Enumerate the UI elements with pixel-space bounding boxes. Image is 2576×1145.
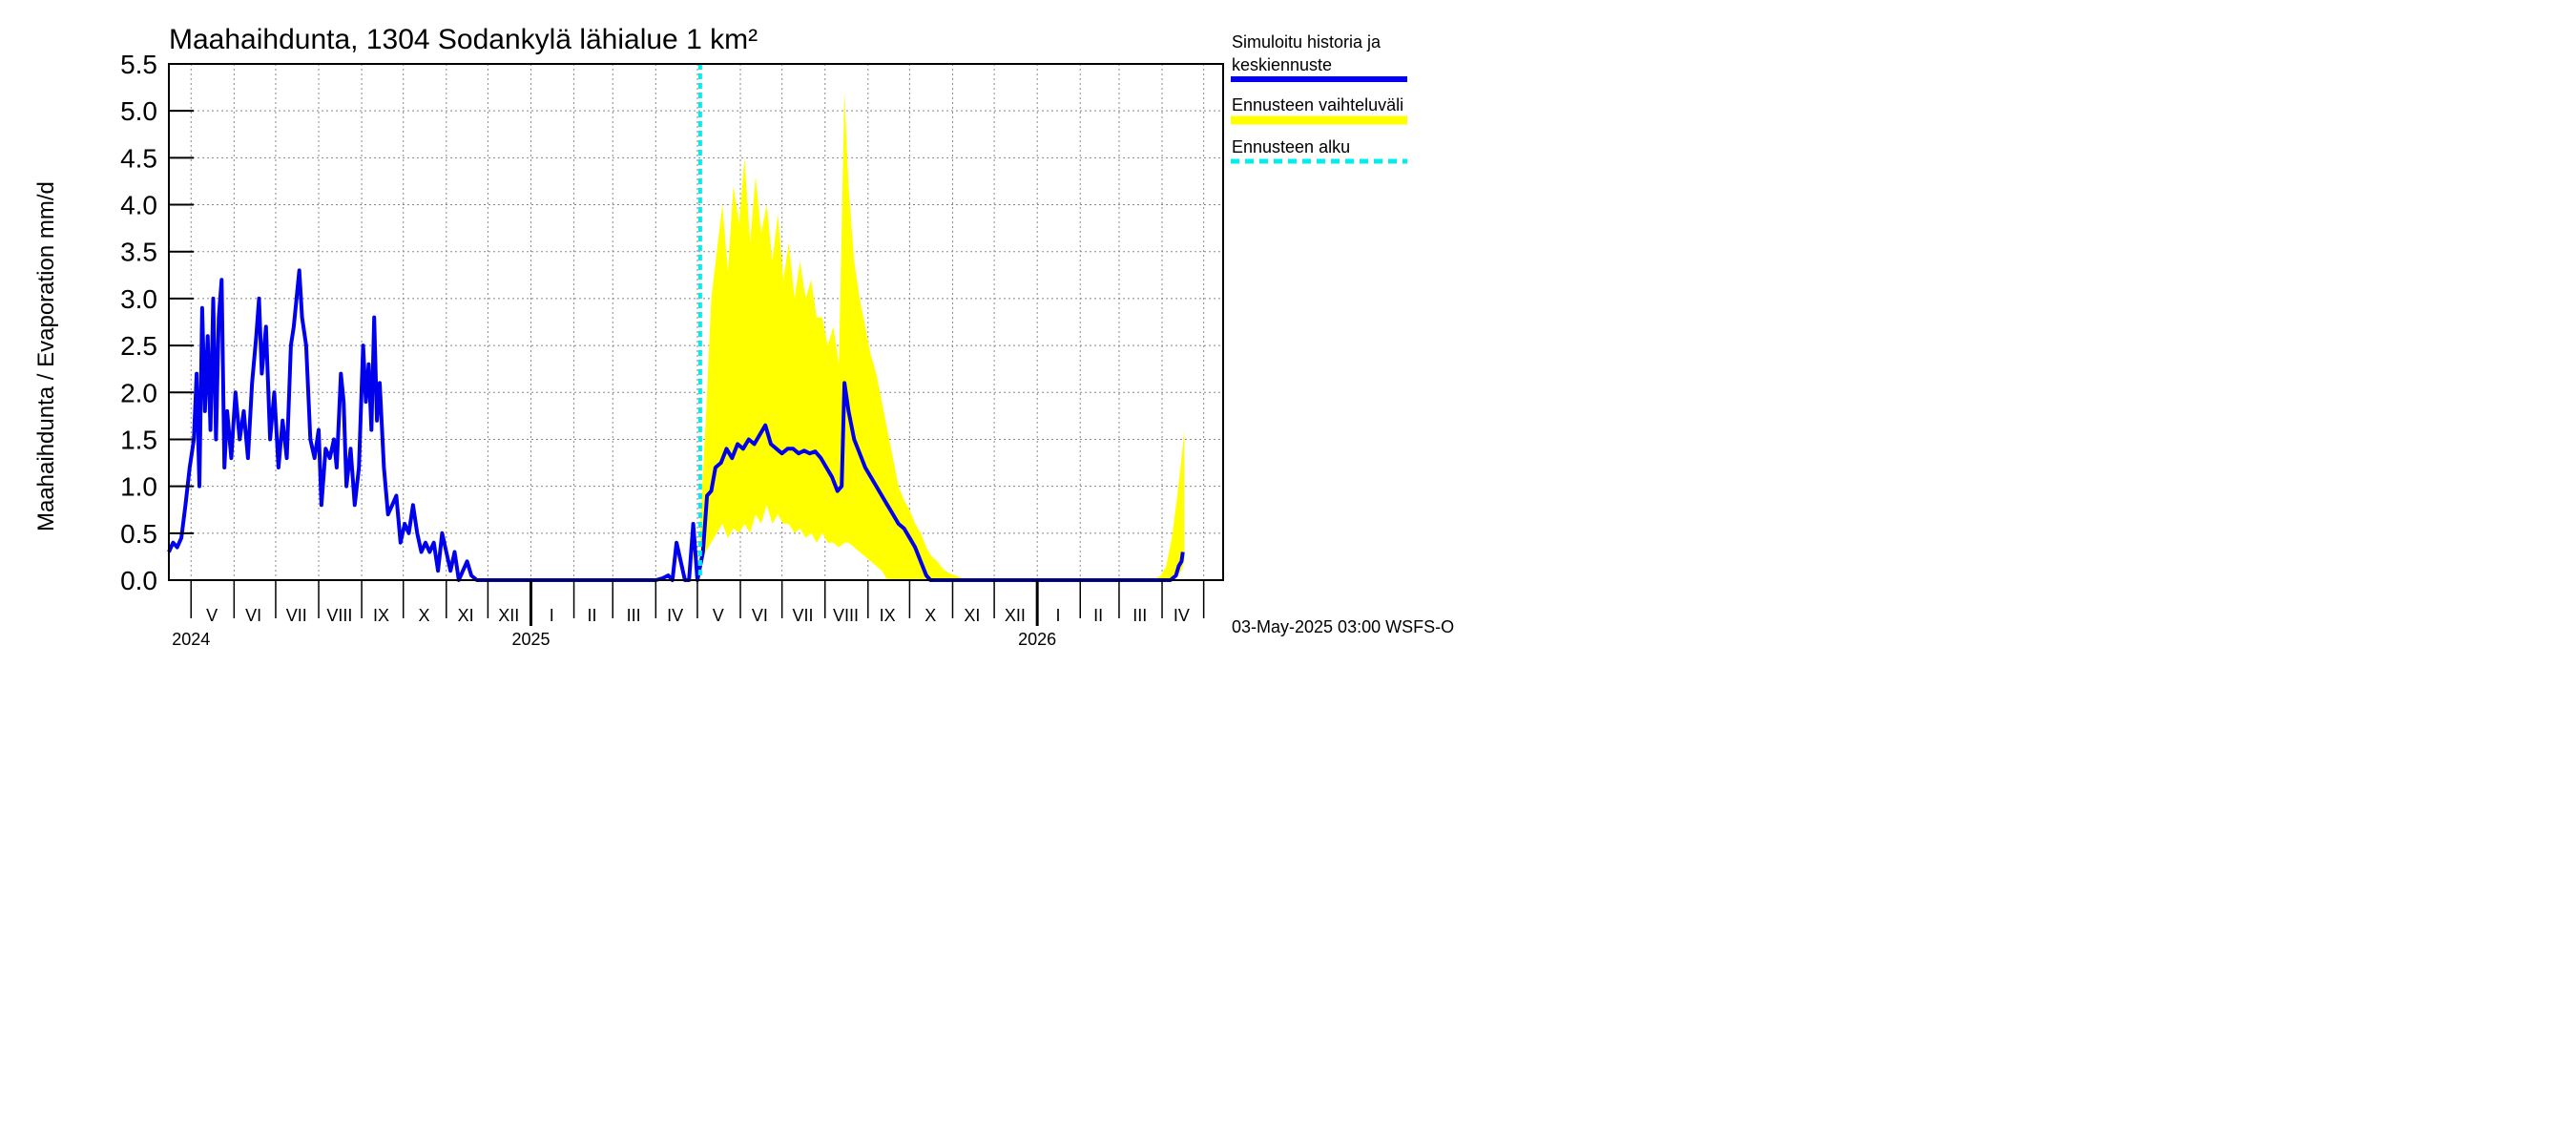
y-tick-label: 2.0 xyxy=(120,378,157,407)
month-label: IX xyxy=(373,606,389,625)
year-label: 2024 xyxy=(172,630,210,649)
month-label: I xyxy=(1055,606,1060,625)
x-axis-ticks: V VI VII VIII IX X XI XII I II III IV V VI VII VIII IX X X… xyxy=(172,580,1205,649)
legend-band-label: Ennusteen vaihteluväli xyxy=(1232,95,1403,114)
footer-timestamp: 03-May-2025 03:00 WSFS-O xyxy=(1232,617,1454,636)
month-label: II xyxy=(587,606,596,625)
month-label: VI xyxy=(245,606,261,625)
month-label: IV xyxy=(1174,606,1190,625)
y-tick-label: 1.0 xyxy=(120,472,157,502)
chart-title: Maahaihdunta, 1304 Sodankylä lähialue 1 … xyxy=(169,24,758,55)
month-label: III xyxy=(627,606,641,625)
mean-series-line xyxy=(167,268,1185,582)
y-tick-label: 5.0 xyxy=(120,96,157,126)
month-label: XI xyxy=(458,606,474,625)
y-tick-label: 3.5 xyxy=(120,238,157,267)
y-tick-label: 5.5 xyxy=(120,50,157,79)
month-label: VIII xyxy=(326,606,352,625)
y-axis-label: Maahaihdunta / Evaporation mm/d xyxy=(33,181,59,531)
simulated-mean-line xyxy=(167,268,1185,582)
y-axis-ticks: 0.0 0.5 1.0 1.5 2.0 2.5 3.0 3.5 4.0 4.5 5.0 5.5 xyxy=(120,50,194,595)
month-label: VII xyxy=(792,606,813,625)
month-label: V xyxy=(713,606,724,625)
y-tick-label: 1.5 xyxy=(120,425,157,454)
month-label: V xyxy=(206,606,218,625)
legend: Simuloitu historia ja keskiennuste Ennus… xyxy=(1231,32,1407,164)
forecast-range-band xyxy=(699,92,1185,580)
year-label: 2025 xyxy=(511,630,550,649)
plot-frame xyxy=(168,63,1224,581)
month-label: XI xyxy=(964,606,980,625)
month-label: X xyxy=(419,606,430,625)
grid xyxy=(169,63,1223,580)
month-label: X xyxy=(924,606,936,625)
y-tick-label: 3.0 xyxy=(120,284,157,314)
y-tick-label: 4.0 xyxy=(120,191,157,220)
month-label: VIII xyxy=(833,606,859,625)
month-label: I xyxy=(550,606,554,625)
month-label: IX xyxy=(880,606,896,625)
evaporation-chart: Maahaihdunta, 1304 Sodankylä lähialue 1 … xyxy=(33,24,1454,649)
forecast-band-area xyxy=(699,92,1185,580)
month-label: VI xyxy=(752,606,768,625)
month-label: IV xyxy=(667,606,683,625)
month-label: II xyxy=(1093,606,1103,625)
legend-start-label: Ennusteen alku xyxy=(1232,137,1350,156)
month-label: XII xyxy=(498,606,519,625)
month-label: VII xyxy=(286,606,307,625)
year-label: 2026 xyxy=(1018,630,1056,649)
y-tick-label: 0.0 xyxy=(120,566,157,595)
y-tick-label: 0.5 xyxy=(120,519,157,549)
month-label: XII xyxy=(1005,606,1026,625)
y-tick-label: 4.5 xyxy=(120,143,157,173)
y-tick-label: 2.5 xyxy=(120,331,157,361)
month-label: III xyxy=(1132,606,1147,625)
legend-mean-label-1: Simuloitu historia ja xyxy=(1232,32,1381,52)
legend-mean-label-2: keskiennuste xyxy=(1232,55,1332,74)
